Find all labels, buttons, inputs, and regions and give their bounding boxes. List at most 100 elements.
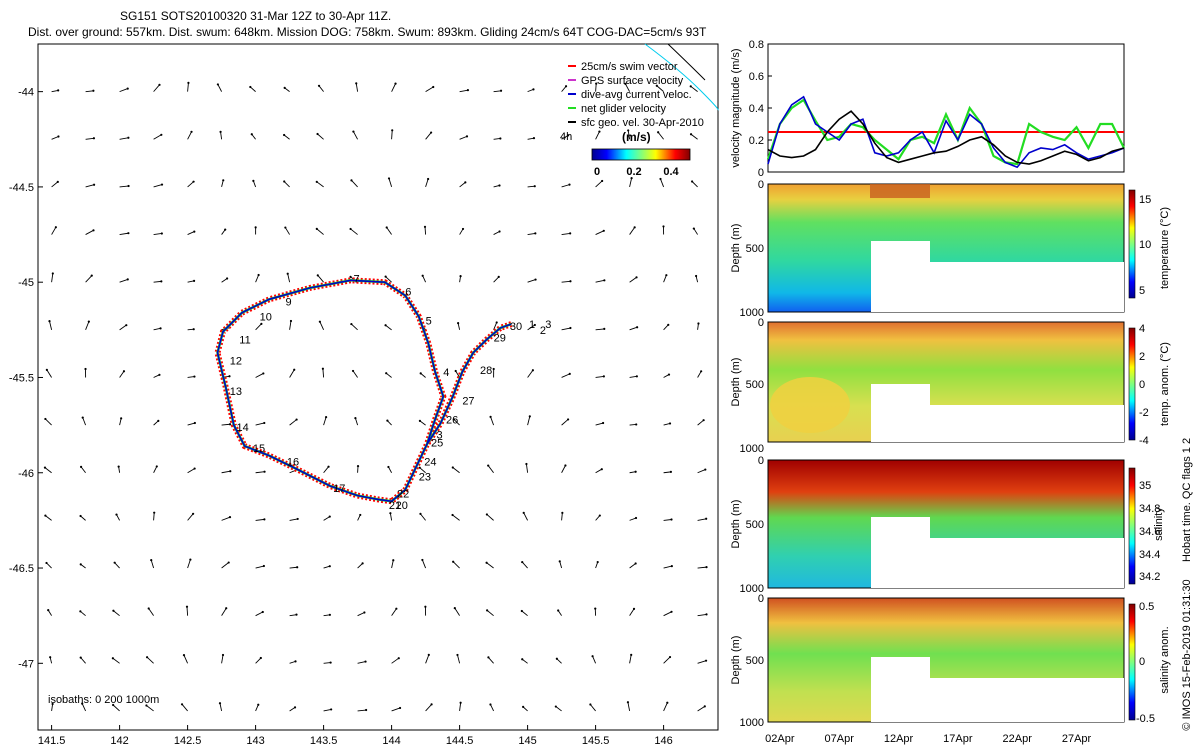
vector-arrow <box>357 709 367 712</box>
vector-arrow-head <box>259 656 262 660</box>
day-label: 7 <box>354 273 360 285</box>
vector-arrow <box>255 704 259 712</box>
vector-arrow-head <box>569 326 572 330</box>
vector-arrow-head <box>589 703 592 706</box>
vector-arrow-head <box>47 609 50 612</box>
vector-arrow-head <box>554 705 557 708</box>
vector-arrow <box>44 467 52 474</box>
vector-arrow <box>527 279 536 283</box>
vector-arrow-head <box>79 656 82 659</box>
map-y-tick-label: -46 <box>18 468 34 480</box>
legend-dive-avg: dive-avg current veloc. <box>581 89 692 101</box>
vector-arrow <box>629 178 633 188</box>
vector-arrow <box>283 134 290 140</box>
vector-arrow-head <box>624 82 627 86</box>
velocity-y-tick-label: 0.6 <box>749 71 764 83</box>
map-x-tick-label: 144.5 <box>446 735 474 747</box>
map-legend: 25cm/s swim vector GPS surface velocity … <box>560 61 704 178</box>
vector-arrow-head <box>262 564 265 568</box>
vector-arrow-head <box>630 177 633 180</box>
vector-arrow-head <box>430 703 433 706</box>
vector-arrow <box>561 327 571 331</box>
map-panel: 141.5 142 142.5 143 143.5 144 144.5 145 145.5 146… <box>9 43 719 747</box>
vector-arrow <box>690 133 698 140</box>
vector-arrow <box>629 326 638 331</box>
vector-arrow-head <box>466 89 470 92</box>
vector-arrow <box>453 419 460 426</box>
vector-arrow-head <box>670 565 673 568</box>
vector-arrow-head <box>49 656 52 659</box>
vector-arrow <box>629 517 637 521</box>
vector-arrow <box>187 513 194 521</box>
temp-anomaly-gap <box>871 384 1124 442</box>
vector-arrow-head <box>228 516 232 519</box>
vector-arrow <box>317 133 324 140</box>
vector-arrow-head <box>293 368 296 371</box>
vector-arrow-head <box>489 703 492 706</box>
salinity-anomaly-gap <box>871 657 1124 722</box>
time-tick-0: 02Apr <box>765 733 795 745</box>
salinity-anomaly-colorbar <box>1128 603 1136 721</box>
vector-arrow-head <box>81 702 84 705</box>
salinity-ctick-1: 34.8 <box>1139 503 1160 515</box>
vector-arrow <box>663 471 671 474</box>
time-tick-3: 17Apr <box>943 733 973 745</box>
map-y-tick-label: -44 <box>18 87 34 99</box>
vector-arrow <box>153 466 158 473</box>
vector-arrow-head <box>626 701 630 704</box>
vector-arrow-head <box>591 655 594 658</box>
vector-arrow <box>255 373 264 378</box>
vector-arrow-head <box>598 130 601 133</box>
vector-arrow <box>289 566 298 569</box>
vector-arrow-head <box>667 323 670 326</box>
vector-arrow-head <box>43 466 47 469</box>
colorbar-tick-2: 0.4 <box>663 166 679 178</box>
vector-arrow-head <box>690 180 694 183</box>
vector-arrow <box>656 85 664 92</box>
vector-arrow <box>629 654 632 664</box>
vector-arrow-head <box>568 183 571 186</box>
vector-arrow <box>187 280 195 283</box>
time-axis: 02Apr 07Apr 12Apr 17Apr 22Apr 27Apr <box>765 733 1091 745</box>
vector-arrow-head <box>193 375 196 378</box>
vector-arrow <box>186 606 189 616</box>
vector-arrow-head <box>57 135 60 138</box>
vector-arrow <box>119 371 125 378</box>
vector-arrow <box>663 611 672 617</box>
vector-arrow <box>457 323 461 330</box>
vector-arrow-head <box>328 515 331 518</box>
vector-arrow-head <box>485 561 488 564</box>
vector-arrow-head <box>602 229 605 232</box>
vector-arrow-head <box>263 470 266 473</box>
vector-arrow-head <box>697 322 700 325</box>
vector-arrow <box>663 519 672 521</box>
vector-arrow <box>289 369 295 378</box>
vector-arrow <box>391 83 396 92</box>
vector-arrow-head <box>603 279 606 282</box>
vector-arrow-head <box>495 321 498 324</box>
salinity-anomaly-ytick-0: 0 <box>758 593 764 605</box>
vector-arrow-head <box>452 418 455 421</box>
vector-arrow <box>663 324 669 331</box>
day-label: 13 <box>230 386 242 398</box>
vector-arrow <box>663 275 667 283</box>
vector-arrow-head <box>557 609 560 612</box>
map-y-tick-label: -45.5 <box>9 372 34 384</box>
vector-arrow-head <box>192 180 195 183</box>
vector-arrow <box>284 227 290 235</box>
vector-arrow <box>527 232 536 236</box>
vector-arrow <box>697 469 706 474</box>
vector-arrow-head <box>352 130 355 133</box>
vector-arrow-head <box>387 465 390 469</box>
vector-arrow-head <box>87 320 90 323</box>
vector-arrow <box>119 232 129 236</box>
vector-arrow <box>82 417 87 426</box>
vector-arrow-head <box>418 419 422 422</box>
vector-arrow-head <box>54 226 57 229</box>
vector-arrow-head <box>392 559 395 562</box>
vector-arrow <box>85 90 94 93</box>
vector-arrow-head <box>112 703 115 707</box>
vector-arrow <box>289 320 292 330</box>
vector-arrow-head <box>354 416 357 420</box>
vector-arrow <box>486 610 494 617</box>
